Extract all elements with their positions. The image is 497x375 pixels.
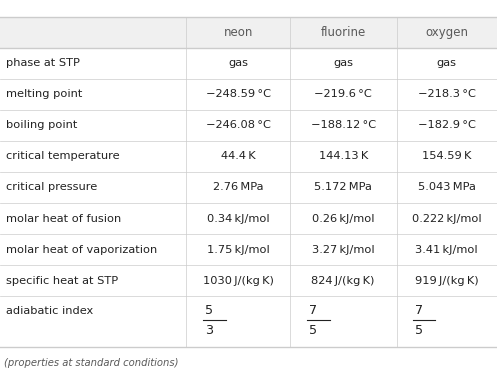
Text: 5.172 MPa: 5.172 MPa	[314, 183, 372, 192]
Text: gas: gas	[228, 58, 248, 68]
Text: specific heat at STP: specific heat at STP	[6, 276, 118, 286]
Text: 919 J/(kg K): 919 J/(kg K)	[415, 276, 479, 286]
Text: neon: neon	[223, 26, 253, 39]
Text: −248.59 °C: −248.59 °C	[206, 89, 270, 99]
Text: 824 J/(kg K): 824 J/(kg K)	[312, 276, 375, 286]
Text: −188.12 °C: −188.12 °C	[311, 120, 376, 130]
Text: 3: 3	[205, 324, 213, 337]
Text: phase at STP: phase at STP	[6, 58, 80, 68]
Text: melting point: melting point	[6, 89, 83, 99]
Text: −182.9 °C: −182.9 °C	[418, 120, 476, 130]
Text: oxygen: oxygen	[425, 26, 468, 39]
Text: 5.043 MPa: 5.043 MPa	[418, 183, 476, 192]
Text: 3.27 kJ/mol: 3.27 kJ/mol	[312, 244, 375, 255]
Text: molar heat of fusion: molar heat of fusion	[6, 213, 121, 223]
Text: 0.222 kJ/mol: 0.222 kJ/mol	[412, 213, 482, 223]
Text: boiling point: boiling point	[6, 120, 78, 130]
Text: 144.13 K: 144.13 K	[319, 152, 368, 161]
Text: 7: 7	[414, 304, 423, 317]
Text: 0.34 kJ/mol: 0.34 kJ/mol	[207, 213, 269, 223]
Text: (properties at standard conditions): (properties at standard conditions)	[4, 358, 178, 368]
Text: fluorine: fluorine	[321, 26, 366, 39]
Text: 7: 7	[309, 304, 317, 317]
Text: 5: 5	[205, 304, 213, 317]
Text: 5: 5	[309, 324, 317, 337]
Text: 154.59 K: 154.59 K	[422, 152, 472, 161]
Text: 3.41 kJ/mol: 3.41 kJ/mol	[415, 244, 478, 255]
Text: 1.75 kJ/mol: 1.75 kJ/mol	[207, 244, 269, 255]
Text: critical pressure: critical pressure	[6, 183, 97, 192]
Text: critical temperature: critical temperature	[6, 152, 120, 161]
Text: −246.08 °C: −246.08 °C	[206, 120, 270, 130]
Text: gas: gas	[437, 58, 457, 68]
Text: 2.76 MPa: 2.76 MPa	[213, 183, 263, 192]
Text: −218.3 °C: −218.3 °C	[418, 89, 476, 99]
Text: adiabatic index: adiabatic index	[6, 306, 93, 316]
Text: 0.26 kJ/mol: 0.26 kJ/mol	[312, 213, 374, 223]
Bar	[0, 17, 497, 48]
Text: 44.4 K: 44.4 K	[221, 152, 255, 161]
Text: 5: 5	[414, 324, 423, 337]
Text: gas: gas	[333, 58, 353, 68]
Text: molar heat of vaporization: molar heat of vaporization	[6, 244, 157, 255]
Text: 1030 J/(kg K): 1030 J/(kg K)	[203, 276, 273, 286]
Text: −219.6 °C: −219.6 °C	[314, 89, 372, 99]
